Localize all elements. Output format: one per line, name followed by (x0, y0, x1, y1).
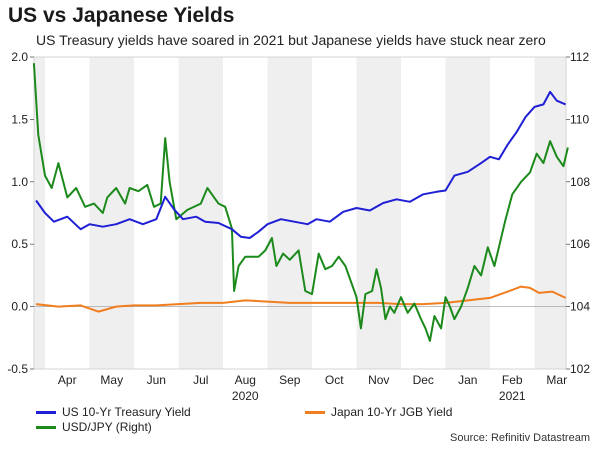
legend-label-us10y: US 10-Yr Treasury Yield (62, 405, 191, 419)
x-tick-label: Aug (235, 373, 256, 387)
y-right-tick-label: 110 (570, 112, 589, 126)
series-lines (32, 63, 569, 342)
y-right-tick-label: 112 (570, 50, 589, 64)
y-left-tick-label: 0.0 (11, 300, 28, 314)
x-tick-label: Dec (413, 373, 434, 387)
month-band (89, 57, 134, 369)
series-line-1 (35, 285, 567, 313)
x-tick-label: May (100, 373, 123, 387)
y-axis-right: 112 110 108 106 104 102 (566, 50, 590, 376)
y-left-tick-label: 2.0 (11, 50, 28, 64)
legend-swatch-us10y (36, 410, 56, 414)
x-tick-label: Oct (325, 373, 344, 387)
x-tick-label: Sep (279, 373, 301, 387)
month-band (178, 57, 223, 369)
x-tick-label: Jan (458, 373, 477, 387)
legend-item-us10y: US 10-Yr Treasury Yield (36, 405, 191, 419)
legend-label-jgb10y: Japan 10-Yr JGB Yield (331, 405, 453, 419)
x-year-label: 2021 (499, 389, 526, 403)
x-year-label: 2020 (232, 389, 259, 403)
y-right-tick-label: 106 (570, 237, 590, 251)
month-band (534, 57, 566, 369)
month-band (356, 57, 401, 369)
x-tick-label: Nov (368, 373, 389, 387)
x-tick-label: Jul (193, 373, 208, 387)
series-line-2 (32, 63, 569, 342)
y-left-tick-label: 0.5 (11, 237, 28, 251)
plot-frame (33, 56, 567, 370)
y-left-tick-label: 1.5 (11, 112, 28, 126)
series-line-0 (35, 90, 566, 239)
y-axis-left: 2.0 1.5 1.0 0.5 0.0 -0.5 (7, 50, 566, 376)
y-right-tick-label: 108 (570, 175, 590, 189)
legend-label-usdjpy: USD/JPY (Right) (62, 420, 152, 434)
x-axis: Apr May Jun Jul Aug Sep Oct Nov Dec Jan Feb Mar 2020… (58, 373, 567, 403)
legend-swatch-jgb10y (305, 410, 325, 414)
legend-swatch-usdjpy (36, 425, 56, 429)
chart-subtitle: US Treasury yields have soared in 2021 b… (36, 32, 546, 48)
month-shading (34, 57, 566, 369)
x-tick-label: Apr (58, 373, 77, 387)
x-tick-label: Feb (502, 373, 523, 387)
month-band (445, 57, 490, 369)
y-left-tick-label: 1.0 (11, 175, 28, 189)
x-tick-label: Jun (147, 373, 166, 387)
chart-title: US vs Japanese Yields (8, 4, 235, 27)
y-left-tick-label: -0.5 (7, 362, 28, 376)
y-right-tick-label: 104 (570, 300, 590, 314)
source-note: Source: Refinitiv Datastream (450, 432, 590, 444)
x-tick-label: Mar (546, 373, 567, 387)
y-right-tick-label: 102 (570, 362, 590, 376)
month-band (34, 57, 45, 369)
legend-item-jgb10y: Japan 10-Yr JGB Yield (305, 405, 452, 419)
legend-item-usdjpy: USD/JPY (Right) (36, 420, 152, 434)
month-band (267, 57, 312, 369)
